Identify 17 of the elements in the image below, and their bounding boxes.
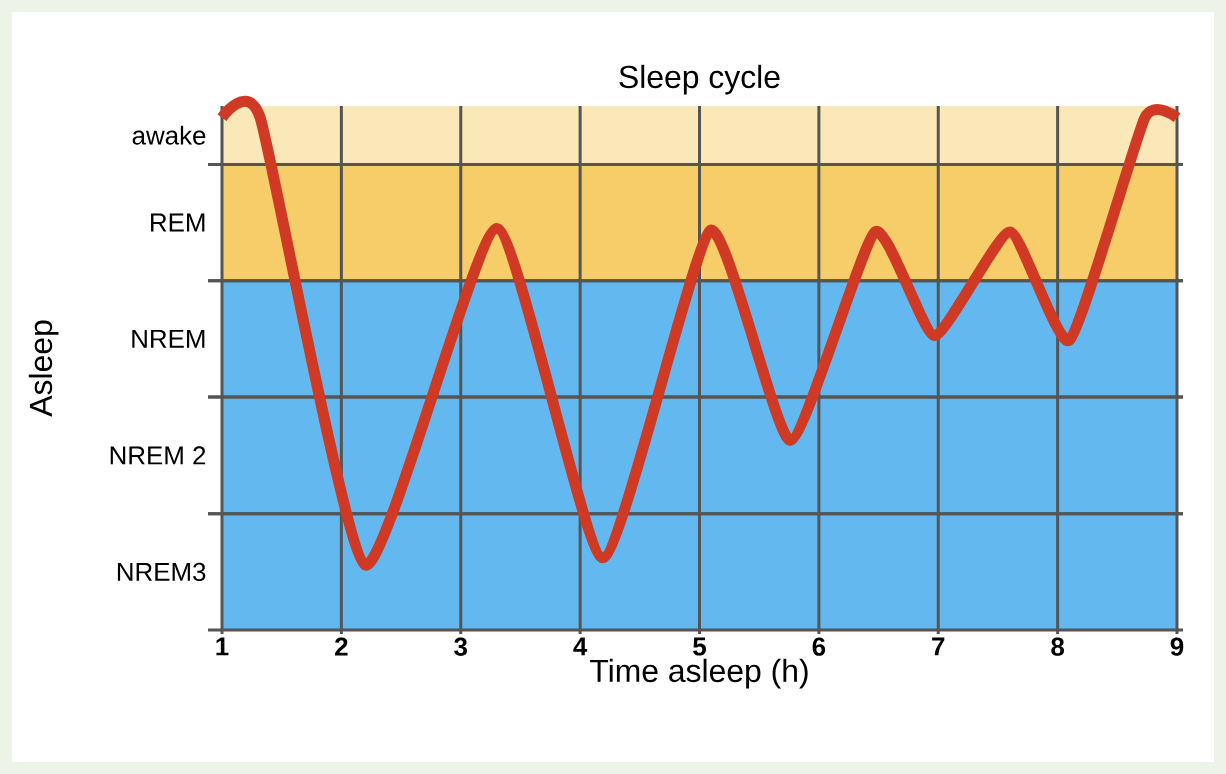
band-label: NREM3 — [117, 562, 206, 582]
x-tick-label: 7 — [932, 637, 945, 656]
x-tick-label: 6 — [812, 637, 826, 656]
band-label: NREM 2 — [110, 446, 206, 465]
x-tick-label: 3 — [454, 637, 468, 656]
x-tick-label: 4 — [573, 637, 588, 656]
x-tick-label: 9 — [1170, 637, 1184, 656]
x-tick-label: 5 — [693, 637, 706, 656]
x-tick-label: 1 — [216, 637, 229, 656]
x-tick-label: 2 — [335, 637, 348, 656]
y-axis-title: Asleep — [28, 320, 59, 417]
x-axis-title: Time asleep (h) — [590, 658, 808, 689]
band-label: NREM — [132, 329, 205, 348]
x-tick-label: 8 — [1051, 637, 1065, 656]
chart-title: Sleep cycle — [619, 64, 780, 95]
band-label: awake — [132, 125, 206, 145]
band-label: REM — [151, 213, 205, 232]
